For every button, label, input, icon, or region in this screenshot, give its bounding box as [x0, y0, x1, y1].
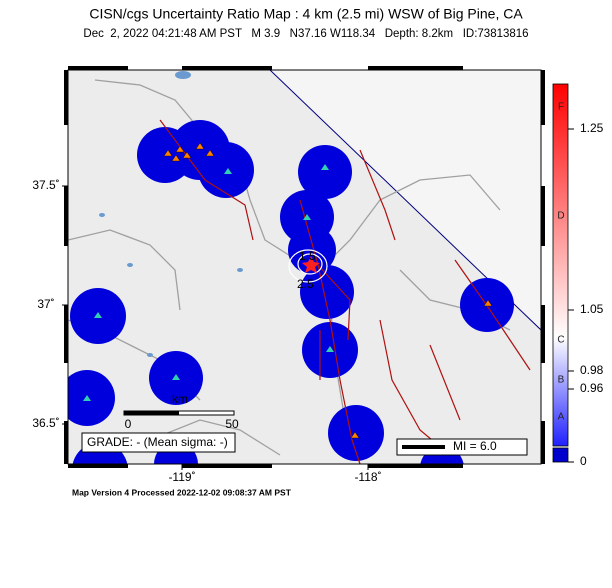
colorbar-tick-label: 0.98	[580, 363, 604, 377]
legend-box	[396, 438, 528, 456]
lat-label: 37.5˚	[32, 178, 59, 192]
colorbar	[552, 83, 569, 463]
contour-label: 1.5	[299, 249, 316, 263]
lat-label: 37˚	[37, 297, 54, 311]
colorbar-tick-label: 1.25	[580, 121, 604, 135]
contours	[288, 249, 328, 283]
title: CISN/cgs Uncertainty Ratio Map : 4 km (2…	[89, 6, 523, 22]
frame-ticks	[64, 66, 545, 468]
colorbar-letter: A	[558, 412, 565, 423]
colorbar-letter: D	[557, 211, 564, 222]
contour-label: 2.5	[297, 277, 314, 291]
colorbar-tick-label: 0.96	[580, 381, 604, 395]
lat-label: 36.5˚	[32, 416, 59, 430]
scale-bar: 0 50 km	[123, 392, 239, 431]
colorbar-scale	[552, 83, 569, 447]
legend-bar	[402, 445, 445, 449]
scale-start: 0	[125, 417, 132, 431]
subtitle: Dec 2, 2022 04:21:48 AM PST M 3.9 N37.16…	[83, 28, 528, 40]
colorbar-labels: 1.25 1.05 0.98 0.96 0 F D C B A	[557, 102, 603, 469]
colorbar-zero	[552, 447, 569, 463]
footer: Map Version 4 Processed 2022-12-02 09:08…	[72, 487, 292, 497]
scale-unit: km	[172, 392, 188, 406]
grade-box	[81, 432, 236, 453]
colorbar-letter: C	[557, 335, 564, 346]
colorbar-letter: B	[558, 375, 565, 386]
colorbar-tick-label: 0	[580, 454, 587, 468]
axis-labels: 37.5˚ 37˚ 36.5˚ -119˚ -118˚	[32, 178, 381, 484]
lon-label: -119˚	[168, 470, 195, 484]
colorbar-letter: F	[558, 102, 564, 113]
map: 1.5 2.5 0 50 km GRADE: - (Mean sigma: -)…	[68, 70, 541, 464]
stations-alt	[83, 164, 334, 401]
stations	[163, 142, 493, 439]
scale-end: 50	[225, 417, 239, 431]
grade: GRADE: - (Mean sigma: -)	[87, 435, 228, 449]
colorbar-tick-label: 1.05	[580, 302, 604, 316]
lon-label: -118˚	[354, 470, 381, 484]
epicenter	[302, 256, 320, 273]
map-frame	[67, 69, 542, 465]
legend: MI = 6.0	[453, 439, 497, 453]
station-zones	[68, 120, 514, 464]
